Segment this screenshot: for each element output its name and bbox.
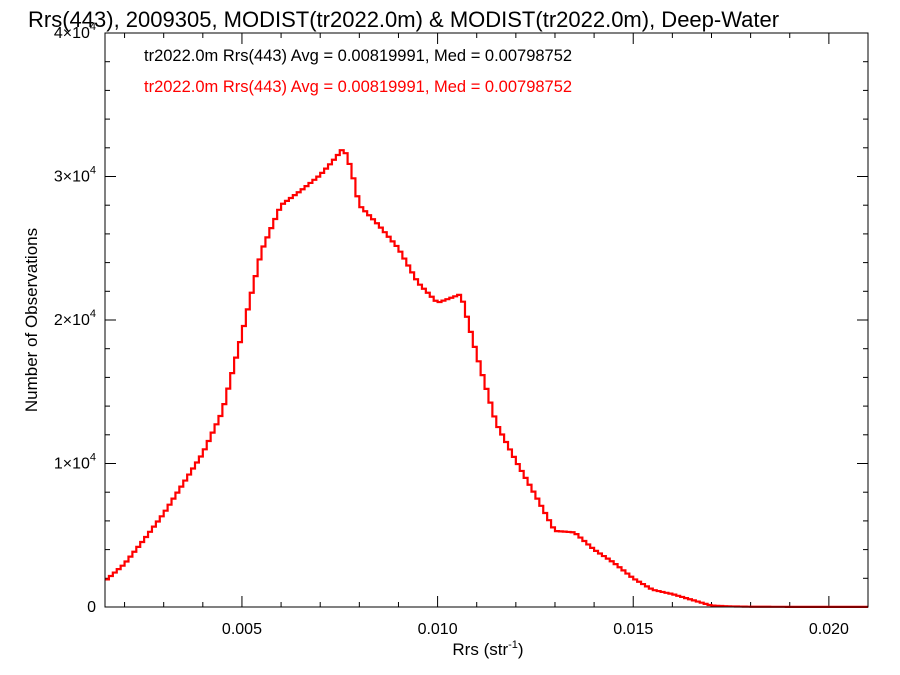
legend-entry-black: tr2022.0m Rrs(443) Avg = 0.00819991, Med… <box>144 47 572 65</box>
x-axis-label-main: Rrs (str <box>452 640 508 659</box>
y-tick-label-sup: 4 <box>90 165 96 177</box>
legend-entry-red: tr2022.0m Rrs(443) Avg = 0.00819991, Med… <box>144 78 572 96</box>
y-tick-label-base: 1×10 <box>54 456 90 473</box>
y-tick-label: 1×104 <box>54 452 96 473</box>
chart-title: Rrs(443), 2009305, MODIST(tr2022.0m) & M… <box>28 7 779 32</box>
y-tick-label-base: 3×10 <box>54 169 90 186</box>
plot-frame <box>104 32 869 608</box>
y-tick-label-sup: 4 <box>90 21 96 33</box>
x-axis-label: Rrs (str-1) <box>452 639 523 659</box>
y-tick-label: 4×104 <box>54 21 96 42</box>
y-tick-label-base: 2×10 <box>54 312 90 329</box>
y-axis-label: Number of Observations <box>22 228 41 412</box>
series-step-line <box>105 149 868 608</box>
y-tick-label: 3×104 <box>54 165 96 186</box>
x-tick-label: 0.010 <box>418 621 458 638</box>
y-tick-label: 0 <box>87 599 96 616</box>
x-axis-label-close: ) <box>518 640 524 659</box>
x-tick-label: 0.005 <box>222 621 262 638</box>
y-tick-label-sup: 4 <box>90 308 96 320</box>
x-tick-label: 0.020 <box>809 621 849 638</box>
x-axis-label-sup: -1 <box>508 639 518 651</box>
y-tick-label-base: 0 <box>87 599 96 616</box>
y-tick-label: 2×104 <box>54 308 96 329</box>
y-tick-label-base: 4×10 <box>54 25 90 42</box>
y-tick-label-sup: 4 <box>90 452 96 464</box>
x-tick-labels: 0.005 0.010 0.015 0.020 <box>222 621 849 638</box>
x-tick-label: 0.015 <box>613 621 653 638</box>
tick-marks <box>105 32 869 608</box>
